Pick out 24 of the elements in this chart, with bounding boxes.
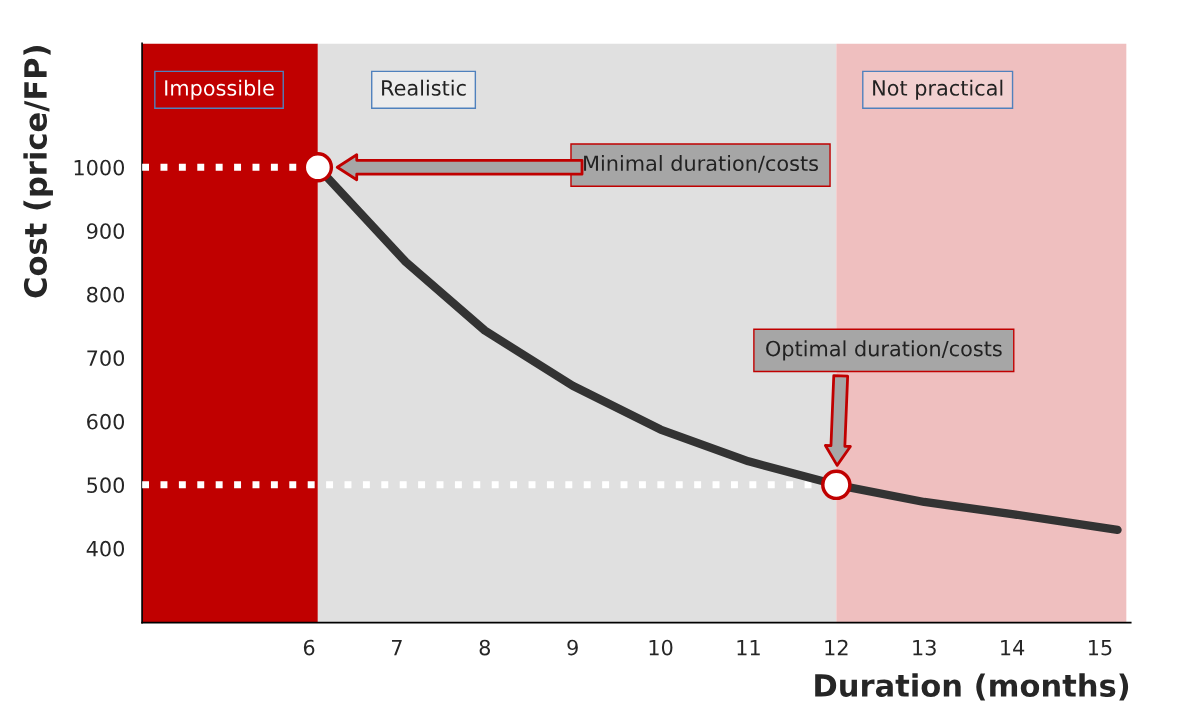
y-tick-label: 700 <box>87 350 125 367</box>
annotation: Minimal duration/costs <box>584 154 818 173</box>
y-tick-label: 600 <box>87 413 125 430</box>
y-tick-label: 900 <box>86 223 125 239</box>
band-label: Not practical <box>873 79 1003 100</box>
x-tick-label: 6 <box>303 639 315 656</box>
band-label: Impossible <box>165 79 274 100</box>
y-tick-label: 1000 <box>74 159 125 176</box>
x-tick-label: 15 <box>1089 639 1112 656</box>
x-tick-label: 10 <box>649 639 673 656</box>
band-label: Realistic <box>382 79 466 96</box>
x-axis-title: Duration (months) <box>815 673 1129 701</box>
x-tick-label: 13 <box>913 639 936 656</box>
y-tick-label: 400 <box>86 540 125 557</box>
x-tick-label: 9 <box>567 639 578 656</box>
x-tick-label: 14 <box>1001 639 1025 656</box>
annotation: Optimal duration/costs <box>766 340 1002 361</box>
y-axis-title: Cost (price/FP) <box>23 46 53 298</box>
y-tick-label: 800 <box>87 286 125 303</box>
x-tick-label: 7 <box>392 639 402 656</box>
x-tick-label: 8 <box>479 639 491 656</box>
x-tick-label: 12 <box>825 639 848 656</box>
y-tick-label: 500 <box>87 477 125 494</box>
x-tick-label: 11 <box>737 639 760 656</box>
